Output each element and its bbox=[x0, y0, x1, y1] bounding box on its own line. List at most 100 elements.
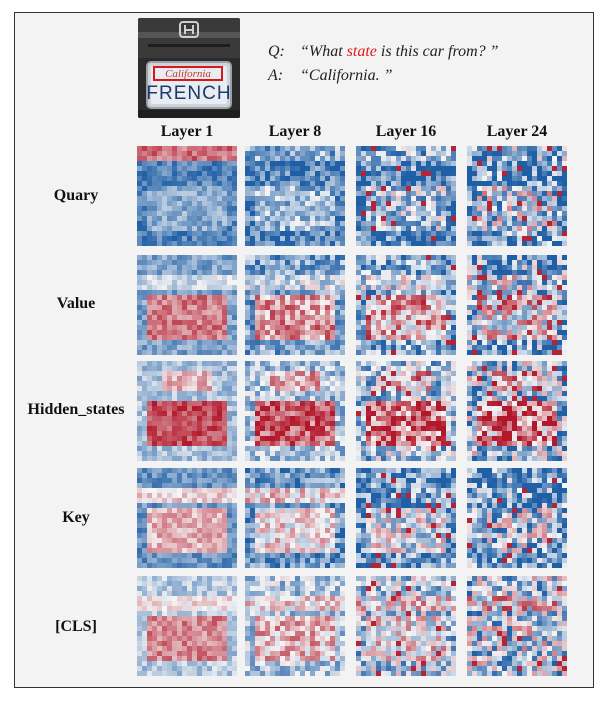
heatmap-cell bbox=[137, 166, 143, 172]
heatmap-cell bbox=[290, 290, 296, 296]
heatmap-cell bbox=[152, 171, 158, 177]
heatmap-cell bbox=[340, 305, 345, 311]
heatmap-cell bbox=[212, 456, 218, 461]
heatmap-cell bbox=[482, 171, 488, 177]
heatmap-cell bbox=[305, 381, 311, 387]
heatmap-cell bbox=[295, 176, 301, 182]
heatmap-cell bbox=[212, 320, 218, 326]
heatmap-cell bbox=[557, 255, 563, 261]
heatmap-cell bbox=[386, 406, 392, 412]
heatmap-cell bbox=[192, 361, 198, 367]
heatmap-cell bbox=[426, 386, 432, 392]
heatmap-cell bbox=[172, 386, 178, 392]
heatmap-cell bbox=[562, 386, 567, 392]
heatmap-cell bbox=[192, 300, 198, 306]
heatmap-cell bbox=[512, 280, 518, 286]
heatmap-cell bbox=[467, 295, 473, 301]
heatmap-cell bbox=[532, 290, 538, 296]
heatmap-cell bbox=[391, 371, 397, 377]
heatmap-cell bbox=[532, 186, 538, 192]
heatmap-cell bbox=[207, 305, 213, 311]
heatmap-cell bbox=[562, 371, 567, 377]
heatmap-cell bbox=[152, 478, 158, 484]
heatmap-cell bbox=[527, 226, 533, 232]
heatmap-cell bbox=[305, 146, 311, 152]
heatmap-cell bbox=[222, 436, 228, 442]
heatmap-cell bbox=[426, 381, 432, 387]
heatmap-cell bbox=[391, 275, 397, 281]
heatmap-cell bbox=[467, 451, 473, 457]
heatmap-cell bbox=[270, 176, 276, 182]
heatmap-cell bbox=[270, 231, 276, 237]
heatmap-cell bbox=[441, 201, 447, 207]
heatmap-cell bbox=[426, 171, 432, 177]
heatmap-cell bbox=[487, 330, 493, 336]
heatmap-cell bbox=[507, 146, 513, 152]
heatmap-cell bbox=[472, 241, 478, 246]
heatmap-cell bbox=[376, 426, 382, 432]
heatmap-cell bbox=[305, 305, 311, 311]
heatmap-cell bbox=[167, 270, 173, 276]
heatmap-cell bbox=[167, 421, 173, 427]
heatmap-cell bbox=[406, 345, 412, 351]
heatmap-cell bbox=[295, 396, 301, 402]
heatmap-cell bbox=[182, 206, 188, 212]
heatmap-cell bbox=[310, 456, 316, 461]
heatmap-cell bbox=[290, 161, 296, 167]
heatmap-cell bbox=[137, 216, 143, 222]
heatmap-cell bbox=[426, 270, 432, 276]
heatmap-cell bbox=[217, 241, 223, 246]
heatmap-cell bbox=[227, 498, 233, 504]
heatmap-cell bbox=[197, 196, 203, 202]
heatmap-cell bbox=[436, 236, 442, 242]
heatmap-cell bbox=[487, 315, 493, 321]
heatmap-cell bbox=[421, 181, 427, 187]
heatmap-cell bbox=[527, 371, 533, 377]
heatmap-cell bbox=[142, 478, 148, 484]
heatmap-cell bbox=[265, 285, 271, 291]
heatmap-cell bbox=[537, 275, 543, 281]
heatmap-cell bbox=[416, 280, 422, 286]
heatmap-cell bbox=[310, 426, 316, 432]
heatmap-cell bbox=[477, 275, 483, 281]
heatmap-cell bbox=[250, 315, 256, 321]
heatmap-cell bbox=[152, 416, 158, 422]
heatmap-cell bbox=[157, 483, 163, 489]
heatmap-cell bbox=[477, 196, 483, 202]
heatmap-cell bbox=[446, 416, 452, 422]
heatmap-cell bbox=[376, 290, 382, 296]
heatmap-cell bbox=[396, 396, 402, 402]
heatmap-cell bbox=[192, 325, 198, 331]
heatmap-cell bbox=[477, 340, 483, 346]
heatmap-cell bbox=[245, 421, 251, 427]
heatmap-cell bbox=[177, 241, 183, 246]
heatmap-cell bbox=[147, 416, 153, 422]
heatmap-cell bbox=[411, 201, 417, 207]
heatmap-cell bbox=[217, 366, 223, 372]
heatmap-cell bbox=[260, 290, 266, 296]
heatmap-cell bbox=[325, 275, 331, 281]
heatmap-cell bbox=[527, 280, 533, 286]
heatmap-cell bbox=[512, 451, 518, 457]
heatmap-cell bbox=[315, 315, 321, 321]
heatmap-cell bbox=[411, 376, 417, 382]
heatmap-cell bbox=[305, 166, 311, 172]
heatmap-cell bbox=[537, 381, 543, 387]
heatmap-cell bbox=[197, 473, 203, 479]
heatmap-cell bbox=[260, 396, 266, 402]
heatmap-cell bbox=[162, 260, 168, 266]
heatmap-cell bbox=[557, 366, 563, 372]
heatmap-cell bbox=[416, 171, 422, 177]
heatmap-cell bbox=[295, 151, 301, 157]
heatmap-cell bbox=[325, 270, 331, 276]
heatmap-cell bbox=[537, 260, 543, 266]
heatmap-cell bbox=[245, 216, 251, 222]
heatmap-cell bbox=[202, 396, 208, 402]
heatmap-cell bbox=[512, 361, 518, 367]
heatmap-cell bbox=[217, 186, 223, 192]
heatmap-cell bbox=[562, 156, 567, 162]
heatmap-cell bbox=[547, 401, 553, 407]
heatmap-cell bbox=[517, 151, 523, 157]
heatmap-cell bbox=[436, 156, 442, 162]
heatmap-cell bbox=[202, 478, 208, 484]
